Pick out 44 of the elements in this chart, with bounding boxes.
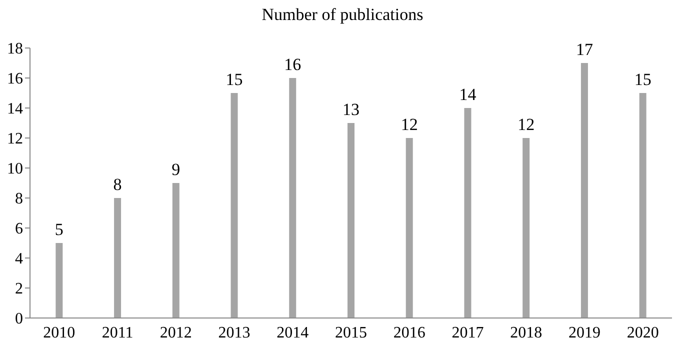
data-label: 16 [284, 55, 302, 74]
data-label: 8 [113, 175, 122, 194]
y-tick-label: 16 [7, 70, 23, 88]
y-tick-label: 8 [15, 190, 23, 208]
y-tick-label: 4 [15, 250, 23, 268]
data-label: 12 [518, 115, 535, 134]
x-tick-label: 2011 [102, 324, 134, 342]
y-tick-label: 6 [15, 220, 23, 238]
bar [230, 93, 238, 318]
x-tick-label: 2012 [160, 324, 192, 342]
data-label: 12 [400, 115, 418, 134]
bar [522, 138, 530, 318]
x-tick-label: 2017 [452, 324, 484, 342]
x-tick-label: 2015 [335, 324, 367, 342]
x-tick-label: 2013 [218, 324, 250, 342]
y-tick-label: 18 [7, 40, 23, 58]
data-label: 5 [54, 220, 64, 239]
x-tick-label: 2020 [626, 324, 659, 342]
bar [172, 183, 180, 318]
x-tick-label: 2016 [393, 324, 426, 342]
x-tick-label: 2019 [568, 324, 600, 342]
y-tick-label: 0 [15, 310, 23, 328]
x-tick-label: 2018 [510, 324, 542, 342]
bar [114, 198, 122, 318]
x-tick-label: 2010 [43, 324, 76, 342]
data-label: 15 [634, 70, 652, 89]
y-tick-label: 10 [7, 160, 23, 178]
chart-title: Number of publications [260, 5, 424, 25]
data-label: 17 [576, 40, 594, 59]
data-label: 13 [342, 100, 360, 119]
y-tick-label: 2 [15, 280, 23, 298]
bar [639, 93, 646, 318]
data-label: 15 [226, 70, 243, 89]
y-tick-label: 14 [7, 100, 23, 118]
bar [289, 78, 296, 318]
bar [406, 138, 413, 318]
data-label: 14 [459, 85, 477, 104]
data-label: 9 [172, 160, 180, 179]
x-tick-label: 2014 [276, 324, 309, 342]
bar [580, 63, 588, 318]
bar [56, 243, 63, 318]
bar [348, 123, 354, 318]
y-tick-label: 12 [7, 130, 23, 148]
bar [464, 108, 472, 318]
